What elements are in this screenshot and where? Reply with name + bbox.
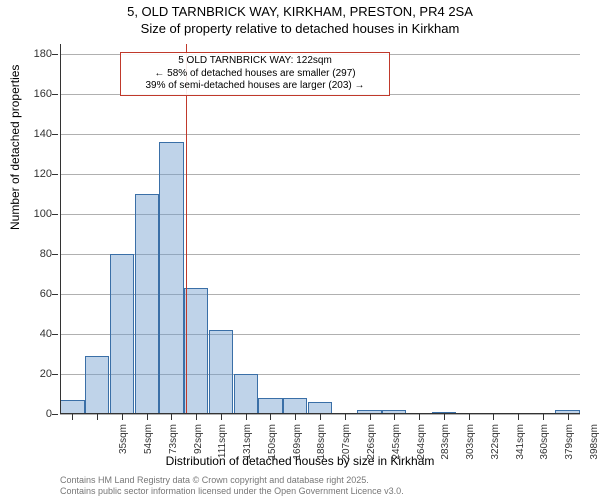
x-tick: [419, 414, 420, 420]
y-axis-title: Number of detached properties: [8, 65, 22, 230]
y-tick-label: 80: [22, 248, 52, 260]
y-tick: [52, 134, 58, 135]
chart-subtitle: Size of property relative to detached ho…: [0, 21, 600, 36]
x-axis-line: [60, 413, 580, 414]
histogram-bar: [258, 398, 282, 414]
x-tick: [221, 414, 222, 420]
y-tick: [52, 214, 58, 215]
x-tick: [543, 414, 544, 420]
x-tick: [568, 414, 569, 420]
x-tick: [345, 414, 346, 420]
x-tick: [171, 414, 172, 420]
annotation-line1: 5 OLD TARNBRICK WAY: 122sqm: [125, 55, 385, 68]
y-tick-label: 180: [22, 48, 52, 60]
y-tick: [52, 414, 58, 415]
histogram-bar: [184, 288, 208, 414]
x-tick: [320, 414, 321, 420]
annotation-line2: ← 58% of detached houses are smaller (29…: [125, 68, 385, 81]
x-tick: [518, 414, 519, 420]
y-tick-label: 20: [22, 368, 52, 380]
histogram-bar: [159, 142, 183, 414]
footer-line2: Contains public sector information licen…: [60, 486, 404, 497]
x-tick: [394, 414, 395, 420]
y-tick-label: 60: [22, 288, 52, 300]
annotation-line3: 39% of semi-detached houses are larger (…: [125, 80, 385, 93]
reference-line: [186, 44, 187, 414]
y-axis-line: [60, 44, 61, 414]
histogram-bar: [283, 398, 307, 414]
y-tick-label: 40: [22, 328, 52, 340]
histogram-bar: [60, 400, 84, 414]
chart-footer: Contains HM Land Registry data © Crown c…: [60, 475, 404, 498]
y-tick: [52, 334, 58, 335]
x-tick: [295, 414, 296, 420]
gridline: [60, 174, 580, 175]
y-tick-label: 160: [22, 88, 52, 100]
histogram-bar: [110, 254, 134, 414]
plot-inner: 02040608010012014016018035sqm54sqm73sqm9…: [60, 44, 580, 414]
histogram-bar: [85, 356, 109, 414]
y-tick: [52, 254, 58, 255]
x-axis-title: Distribution of detached houses by size …: [0, 454, 600, 468]
histogram-bar: [234, 374, 258, 414]
annotation-box: 5 OLD TARNBRICK WAY: 122sqm← 58% of deta…: [120, 52, 390, 96]
histogram-bar: [135, 194, 159, 414]
x-tick: [147, 414, 148, 420]
y-tick-label: 120: [22, 168, 52, 180]
x-tick: [97, 414, 98, 420]
y-tick: [52, 294, 58, 295]
footer-line1: Contains HM Land Registry data © Crown c…: [60, 475, 404, 486]
plot-area: 02040608010012014016018035sqm54sqm73sqm9…: [60, 44, 580, 414]
y-tick: [52, 174, 58, 175]
x-tick: [122, 414, 123, 420]
y-tick: [52, 374, 58, 375]
y-tick-label: 140: [22, 128, 52, 140]
y-tick: [52, 54, 58, 55]
x-tick: [246, 414, 247, 420]
x-tick: [270, 414, 271, 420]
gridline: [60, 134, 580, 135]
y-tick-label: 100: [22, 208, 52, 220]
chart-title: 5, OLD TARNBRICK WAY, KIRKHAM, PRESTON, …: [0, 4, 600, 19]
y-tick: [52, 94, 58, 95]
x-tick: [72, 414, 73, 420]
x-tick: [444, 414, 445, 420]
y-tick-label: 0: [22, 408, 52, 420]
x-tick: [493, 414, 494, 420]
histogram-bar: [209, 330, 233, 414]
chart-figure: { "title": "5, OLD TARNBRICK WAY, KIRKHA…: [0, 0, 600, 500]
x-tick: [370, 414, 371, 420]
x-tick: [196, 414, 197, 420]
x-tick: [469, 414, 470, 420]
